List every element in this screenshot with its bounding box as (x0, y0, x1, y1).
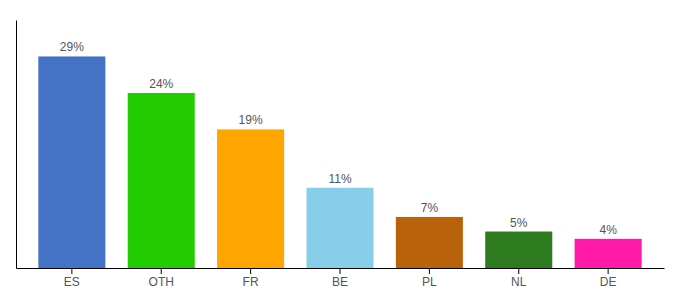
y-axis (16, 21, 17, 269)
x-tick: OTH (149, 268, 174, 289)
x-tick-label: ES (64, 275, 80, 289)
x-tick: PL (422, 268, 437, 289)
x-tick-label: NL (511, 275, 527, 289)
plot: ES OTH FR BE PL NL DE 29% 24% 19% 11% 7% 5% 4% (17, 21, 665, 289)
x-tick-label: PL (422, 275, 437, 289)
data-label: 19% (239, 113, 263, 127)
bar (485, 232, 552, 268)
bars (38, 56, 641, 268)
x-tick-label: OTH (149, 275, 174, 289)
x-tick-mark (518, 268, 519, 274)
x-tick-mark (161, 268, 162, 274)
bar (306, 188, 373, 268)
x-tick-mark (340, 268, 341, 274)
bar (38, 56, 105, 268)
x-tick-mark (429, 268, 430, 274)
x-tick-label: BE (332, 275, 348, 289)
bar (217, 129, 284, 268)
data-label: 7% (421, 201, 439, 215)
x-tick-mark (250, 268, 251, 274)
data-label: 24% (149, 77, 173, 91)
x-tick: DE (600, 268, 617, 289)
x-tick: ES (64, 268, 80, 289)
x-tick: FR (243, 268, 259, 289)
x-tick-label: FR (243, 275, 259, 289)
bar (396, 217, 463, 268)
data-labels: 29% 24% 19% 11% 7% 5% 4% (60, 40, 617, 236)
x-tick-mark (608, 268, 609, 274)
data-label: 29% (60, 40, 84, 54)
data-label: 4% (599, 223, 617, 237)
x-tick-label: DE (600, 275, 617, 289)
chart: ES OTH FR BE PL NL DE 29% 24% 19% 11% 7% 5% 4% (0, 0, 680, 300)
data-label: 5% (510, 216, 528, 230)
data-label: 11% (328, 172, 351, 186)
x-tick: BE (332, 268, 348, 289)
x-tick: NL (511, 268, 527, 289)
bar (128, 93, 195, 268)
x-axis: ES OTH FR BE PL NL DE (17, 268, 665, 289)
bar (575, 239, 642, 268)
y-axis-line (16, 21, 17, 269)
x-tick-mark (71, 268, 72, 274)
